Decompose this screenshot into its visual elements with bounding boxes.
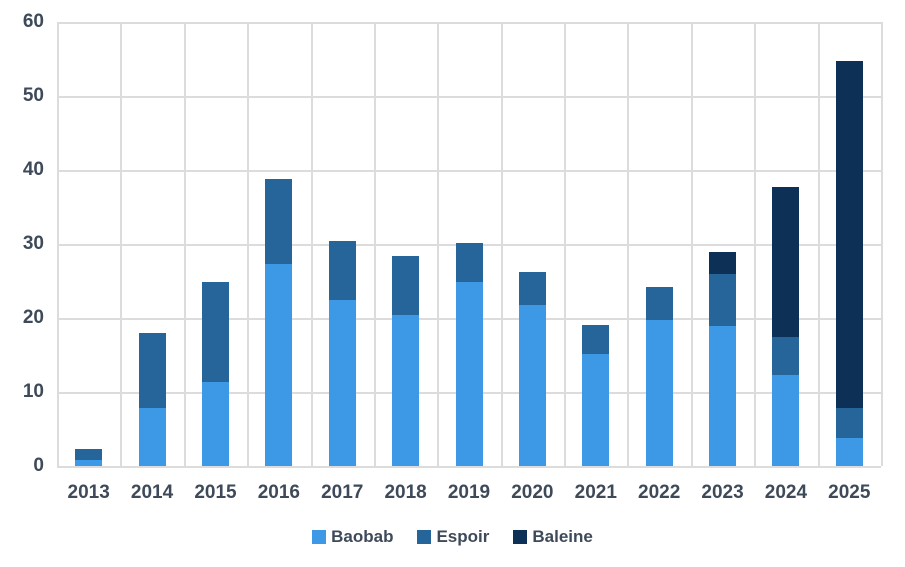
y-axis-tick-label: 60 (22, 11, 44, 32)
y-axis-tick-label: 50 (22, 85, 44, 106)
plot-area (57, 22, 883, 468)
gridline-vertical (373, 22, 376, 466)
legend-item-baleine: Baleine (513, 527, 593, 547)
bar-segment-espoir-2019[interactable] (455, 242, 483, 282)
bar-segment-baobab-2013[interactable] (75, 460, 103, 466)
bar-segment-baobab-2019[interactable] (455, 281, 483, 466)
gridline-vertical (120, 22, 123, 466)
bar-segment-espoir-2017[interactable] (328, 241, 356, 301)
bar-segment-baobab-2020[interactable] (518, 304, 546, 466)
bar-segment-baleine-2025[interactable] (835, 61, 863, 408)
gridline-vertical (564, 22, 567, 466)
x-axis-tick-label-2016: 2016 (257, 482, 300, 503)
x-axis-tick-label-2013: 2013 (67, 482, 110, 503)
y-axis-tick-label: 20 (22, 307, 44, 328)
bar-segment-espoir-2016[interactable] (265, 178, 293, 264)
legend-swatch-baobab (312, 530, 327, 544)
legend-swatch-baleine (513, 530, 528, 544)
legend-item-espoir: Espoir (417, 527, 489, 547)
bar-2025[interactable] (835, 61, 863, 466)
bar-segment-baobab-2018[interactable] (392, 315, 420, 466)
legend-swatch-espoir (417, 530, 432, 544)
gridline-vertical (500, 22, 503, 466)
bar-segment-espoir-2024[interactable] (772, 337, 800, 375)
bar-segment-espoir-2025[interactable] (835, 407, 863, 438)
x-axis-tick-label-2015: 2015 (194, 482, 237, 503)
bar-segment-baobab-2021[interactable] (582, 354, 610, 466)
bar-2014[interactable] (138, 332, 166, 466)
gridline-vertical (57, 22, 59, 466)
bar-2021[interactable] (582, 325, 610, 466)
gridline-horizontal (57, 170, 881, 172)
bar-2022[interactable] (645, 286, 673, 466)
bar-2020[interactable] (518, 272, 546, 466)
bar-segment-espoir-2015[interactable] (201, 281, 229, 382)
bar-segment-espoir-2014[interactable] (138, 332, 166, 408)
legend-label-baobab: Baobab (331, 527, 394, 546)
gridline-horizontal (57, 466, 881, 468)
bar-2019[interactable] (455, 242, 483, 466)
gridline-vertical (690, 22, 693, 466)
bar-segment-baobab-2023[interactable] (709, 326, 737, 466)
x-axis-tick-label-2023: 2023 (701, 482, 744, 503)
x-axis-tick-label-2014: 2014 (130, 482, 174, 503)
x-axis-tick-label-2017: 2017 (321, 482, 364, 503)
x-axis-tick-label-2019: 2019 (447, 482, 491, 503)
bar-segment-espoir-2023[interactable] (709, 273, 737, 327)
gridline-vertical (310, 22, 313, 466)
x-axis-tick-label-2024: 2024 (764, 482, 808, 503)
y-axis-tick-label: 30 (22, 233, 44, 254)
bar-segment-baobab-2024[interactable] (772, 374, 800, 466)
bar-2018[interactable] (392, 255, 420, 466)
bar-segment-espoir-2020[interactable] (518, 272, 546, 305)
gridline-horizontal (57, 22, 881, 24)
bar-segment-baobab-2014[interactable] (138, 407, 166, 466)
bar-2023[interactable] (709, 252, 737, 466)
bar-segment-espoir-2021[interactable] (582, 325, 610, 355)
x-axis-tick-label-2025: 2025 (828, 482, 871, 503)
gridline-vertical (247, 22, 250, 466)
gridline-vertical (627, 22, 630, 466)
bar-segment-baleine-2024[interactable] (772, 187, 800, 338)
gridline-vertical (183, 22, 186, 466)
bar-segment-espoir-2022[interactable] (645, 286, 673, 321)
bar-segment-espoir-2013[interactable] (75, 449, 103, 461)
bar-segment-baleine-2023[interactable] (709, 252, 737, 274)
legend-label-baleine: Baleine (532, 527, 593, 546)
x-axis-tick-label-2021: 2021 (574, 482, 617, 503)
bar-2024[interactable] (772, 187, 800, 466)
gridline-vertical (881, 22, 883, 466)
gridline-horizontal (57, 96, 881, 98)
bar-2016[interactable] (265, 178, 293, 466)
bar-segment-baobab-2025[interactable] (835, 437, 863, 466)
bar-segment-baobab-2022[interactable] (645, 320, 673, 466)
legend-item-baobab: Baobab (312, 527, 393, 547)
bar-2017[interactable] (328, 241, 356, 466)
bar-2015[interactable] (201, 281, 229, 466)
y-axis-tick-label: 10 (22, 381, 44, 402)
bar-segment-baobab-2017[interactable] (328, 300, 356, 466)
gridline-vertical (754, 22, 757, 466)
x-axis-tick-label-2018: 2018 (384, 482, 427, 503)
y-axis-tick-label: 0 (33, 455, 44, 476)
gridline-vertical (437, 22, 440, 466)
y-axis-tick-label: 40 (22, 159, 44, 180)
bar-segment-espoir-2018[interactable] (392, 255, 420, 316)
x-axis-tick-label-2022: 2022 (638, 482, 681, 503)
bar-segment-baobab-2016[interactable] (265, 263, 293, 466)
x-axis-tick-label-2020: 2020 (511, 482, 554, 503)
legend: Baobab Espoir Baleine (0, 527, 905, 547)
gridline-vertical (817, 22, 820, 466)
bar-segment-baobab-2015[interactable] (201, 381, 229, 466)
bar-2013[interactable] (75, 449, 103, 466)
legend-label-espoir: Espoir (436, 527, 490, 546)
